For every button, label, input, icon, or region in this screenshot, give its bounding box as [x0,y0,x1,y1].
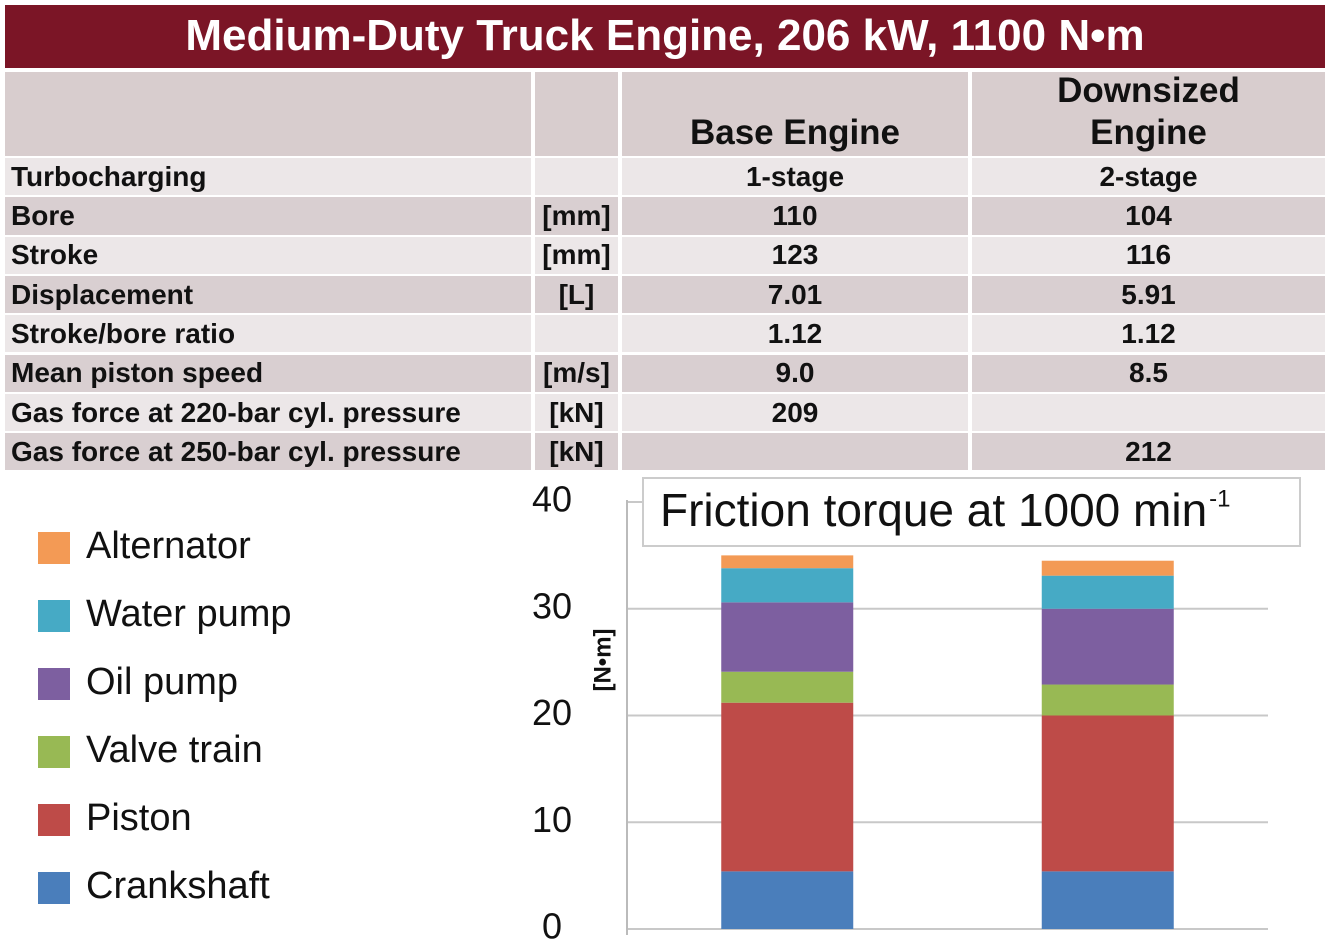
table-cell: 2-stage [972,158,1325,196]
y-tick-label: 30 [532,585,572,626]
bar-segment [721,555,854,569]
chart-title-box [642,477,1301,547]
table-cell: Gas force at 250-bar cyl. pressure [5,433,531,471]
chart-title-superscript: -1 [1209,485,1230,512]
legend-label: Water pump [86,593,292,635]
table-cell: 9.0 [622,354,968,392]
table-cell: Turbocharging [5,158,531,196]
legend-label: Alternator [86,525,251,567]
y-tick-label: 10 [532,799,572,840]
table-cell: Stroke/bore ratio [5,315,531,353]
table-cell: Displacement [5,275,531,314]
title-bar: Medium-Duty Truck Engine, 206 kW, 1100 N… [5,5,1325,68]
legend-label: Valve train [86,729,263,771]
legend-label: Crankshaft [86,865,270,907]
table-cell: 209 [622,393,968,432]
legend-swatch [38,532,70,564]
bar-segment [1041,608,1174,685]
chart-title: Friction torque at 1000 min [660,484,1207,536]
table-cell: 8.5 [972,354,1325,392]
bar-segment [1041,575,1174,609]
table-cell: [kN] [535,433,618,471]
header-cell [5,72,531,156]
legend-swatch [38,872,70,904]
legend-swatch [38,668,70,700]
table-cell: 212 [972,433,1325,471]
table-cell: Bore [5,197,531,235]
table-cell: 116 [972,236,1325,274]
bar-segment [721,602,854,672]
table-cell: [mm] [535,197,618,235]
bar-segment [1041,871,1174,929]
bar-segment [1041,684,1174,716]
bar-segment [721,702,854,872]
bar-segment [1041,715,1174,872]
table-cell: 5.91 [972,275,1325,314]
table-cell [535,315,618,353]
table-cell: Gas force at 220-bar cyl. pressure [5,393,531,432]
bar-segment [721,671,854,703]
legend-swatch [38,736,70,768]
header-cell [535,72,618,156]
table-cell: Mean piston speed [5,354,531,392]
table-cell [622,433,968,471]
column-header: Base Engine [622,72,968,156]
column-header: Downsized Engine [972,71,1325,156]
y-axis-label: [N•m] [589,628,616,691]
table-cell: [L] [535,275,618,314]
table-cell: 110 [622,197,968,235]
legend-label: Oil pump [86,661,238,703]
bar-segment [1041,560,1174,576]
table-cell: 123 [622,236,968,274]
legend-swatch [38,600,70,632]
bar-segment [721,871,854,929]
bar-segment [721,568,854,603]
table-cell: 1.12 [622,315,968,353]
y-tick-label: 40 [532,479,572,520]
y-tick-label: 20 [532,692,572,733]
legend-swatch [38,804,70,836]
table-cell: 104 [972,197,1325,235]
legend-label: Piston [86,797,192,839]
y-tick-label: 0 [542,906,562,947]
table-cell: 1.12 [972,315,1325,353]
table-cell: [kN] [535,393,618,432]
table-cell: 1-stage [622,158,968,196]
table-cell: Stroke [5,236,531,274]
table-cell [535,158,618,196]
table-cell: [mm] [535,236,618,274]
table-cell: [m/s] [535,354,618,392]
table-cell: 7.01 [622,275,968,314]
table-cell [972,393,1325,432]
